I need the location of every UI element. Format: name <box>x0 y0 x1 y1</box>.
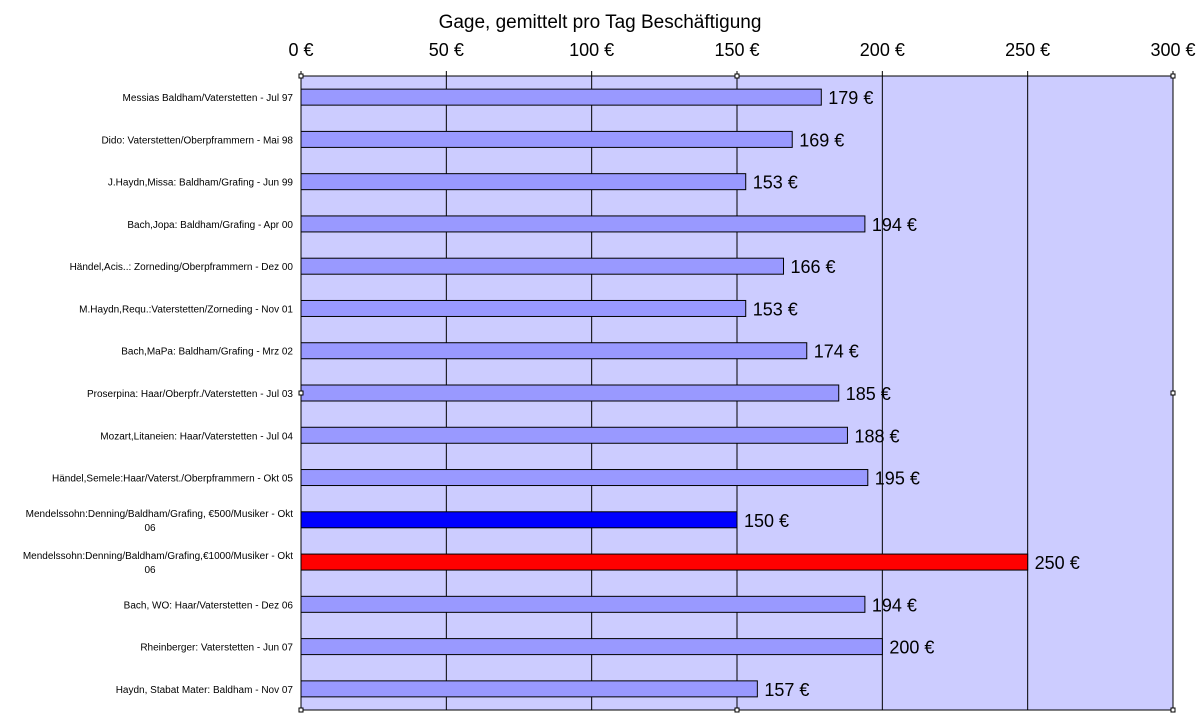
category-label: Mozart,Litaneien: Haar/Vaterstetten - Ju… <box>100 431 293 442</box>
category-label: Mendelssohn:Denning/Baldham/Grafing, €50… <box>26 509 294 534</box>
selection-handle <box>734 73 740 79</box>
bar <box>300 88 822 106</box>
data-label: 200 € <box>889 638 934 658</box>
category-label: M.Haydn,Requ.:Vaterstetten/Zorneding - N… <box>79 304 293 315</box>
data-label: 153 € <box>753 299 798 319</box>
selection-handle <box>1170 707 1176 713</box>
bar <box>300 595 866 613</box>
category-label: Händel,Semele:Haar/Vaterst./Oberpframmer… <box>52 474 293 485</box>
bar <box>300 469 869 487</box>
bar <box>300 553 1029 571</box>
selection-handle <box>298 73 304 79</box>
data-label: 153 € <box>753 173 798 193</box>
data-labels: 179 € 169 € 153 € 194 € 166 € 153 € 174 € 185 €… <box>744 88 1080 700</box>
bar <box>300 426 848 444</box>
data-label: 194 € <box>872 215 917 235</box>
data-label: 250 € <box>1035 553 1080 573</box>
bars <box>300 88 1029 698</box>
x-tick-label: 300 € <box>1150 40 1195 60</box>
bar <box>300 342 808 360</box>
data-label: 174 € <box>814 342 859 362</box>
data-label: 188 € <box>854 426 899 446</box>
selection-handle <box>298 707 304 713</box>
category-label: Bach, WO: Haar/Vaterstetten - Dez 06 <box>124 600 294 611</box>
category-label: Dido: Vaterstetten/Oberpframmern - Mai 9… <box>101 135 293 146</box>
x-tick-label: 250 € <box>1005 40 1050 60</box>
x-tick-label: 0 € <box>288 40 313 60</box>
data-label: 166 € <box>791 257 836 277</box>
category-label: Mendelssohn:Denning/Baldham/Grafing,€100… <box>23 551 293 576</box>
x-tick-label: 100 € <box>569 40 614 60</box>
x-axis: 0 € 50 € 100 € 150 € 200 € 250 € 300 € <box>288 40 1196 76</box>
data-label: 185 € <box>846 384 891 404</box>
category-label: Händel,Acis..: Zorneding/Oberpframmern -… <box>70 262 294 273</box>
data-label: 195 € <box>875 469 920 489</box>
selection-handle <box>1170 73 1176 79</box>
data-label: 150 € <box>744 511 789 531</box>
category-label: Rheinberger: Vaterstetten - Jun 07 <box>140 643 293 654</box>
selection-handle <box>298 390 304 396</box>
x-tick-label: 150 € <box>714 40 759 60</box>
category-label: Proserpina: Haar/Oberpfr./Vaterstetten -… <box>87 389 293 400</box>
category-label: Bach,MaPa: Baldham/Grafing - Mrz 02 <box>121 347 293 358</box>
bar <box>300 299 747 317</box>
category-label: Bach,Jopa: Baldham/Grafing - Apr 00 <box>127 220 293 231</box>
bar <box>300 173 747 191</box>
data-label: 169 € <box>799 130 844 150</box>
bar <box>300 215 866 233</box>
selection-handle <box>734 707 740 713</box>
data-label: 194 € <box>872 595 917 615</box>
bar <box>300 130 793 148</box>
bar <box>300 384 840 402</box>
bar <box>300 511 738 529</box>
category-labels: Messias Baldham/Vaterstetten - Jul 97 Did… <box>23 93 294 696</box>
bar <box>300 680 758 698</box>
data-label: 157 € <box>764 680 809 700</box>
data-label: 179 € <box>828 88 873 108</box>
selection-handles <box>298 73 1176 713</box>
x-tick-label: 50 € <box>429 40 464 60</box>
bar <box>300 638 883 656</box>
category-label: Messias Baldham/Vaterstetten - Jul 97 <box>123 93 294 104</box>
bar <box>300 257 785 275</box>
chart-title: Gage, gemittelt pro Tag Beschäftigung <box>439 12 762 33</box>
category-label: J.Haydn,Missa: Baldham/Grafing - Jun 99 <box>108 178 294 189</box>
selection-handle <box>1170 390 1176 396</box>
x-tick-label: 200 € <box>860 40 905 60</box>
category-label: Haydn, Stabat Mater: Baldham - Nov 07 <box>116 685 294 696</box>
